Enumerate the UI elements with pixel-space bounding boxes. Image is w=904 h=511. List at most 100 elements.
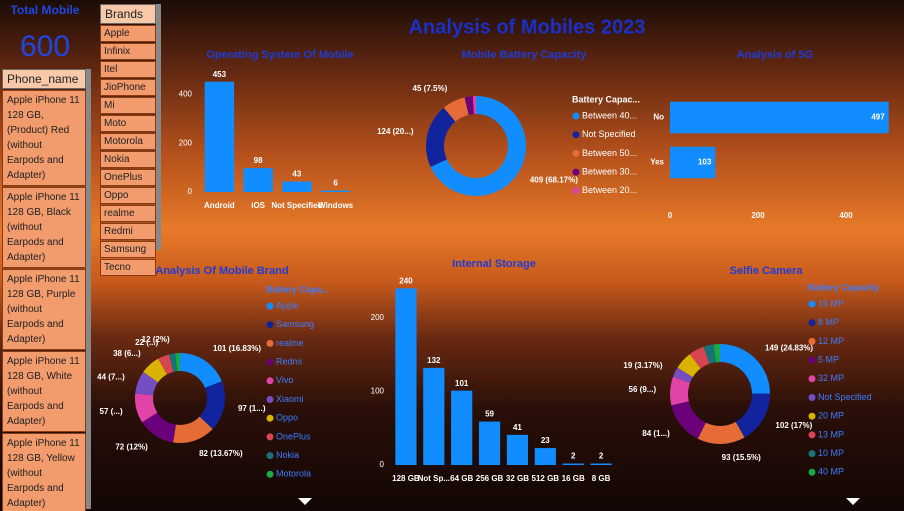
slicer-item[interactable]: Apple iPhone 11 128 GB, Purple (without …: [2, 269, 86, 350]
legend-marker: [808, 394, 816, 401]
slicer-item[interactable]: Samsung: [100, 241, 156, 258]
slicer-item[interactable]: Redmi: [100, 223, 156, 240]
value-label: 22 (...): [135, 338, 158, 347]
slice: [443, 97, 469, 122]
slicer-item[interactable]: Apple iPhone 11 128 GB, Black (without E…: [2, 187, 86, 268]
chart-title: Analysis Of Mobile Brand: [155, 265, 288, 277]
value-label: 56 (9...): [629, 385, 657, 394]
value-label: 38 (6...): [113, 349, 141, 358]
slicer-item[interactable]: Mi: [100, 97, 156, 114]
x-tick-label: 32 GB: [506, 474, 529, 483]
x-tick-label: Not Sp...: [418, 474, 450, 483]
x-tick-label: 400: [839, 211, 853, 220]
value-label: 93 (15.5%): [722, 453, 761, 462]
slice: [135, 371, 158, 396]
x-tick-label: 16 GB: [562, 474, 585, 483]
slicer-item[interactable]: Apple: [100, 25, 156, 42]
slice: [671, 401, 706, 439]
slicer-header: Brands: [100, 4, 156, 24]
card-value: 600: [19, 30, 71, 63]
chart-title: Selfie Camera: [730, 265, 804, 277]
bar: [590, 463, 612, 465]
y-tick-label: 200: [371, 313, 385, 322]
slicer-item[interactable]: JioPhone: [100, 79, 156, 96]
slicer-item[interactable]: Motorola: [100, 133, 156, 150]
bar: [451, 390, 473, 465]
legend-label: Not Specified: [818, 392, 872, 402]
slice: [669, 376, 691, 406]
legend-label: Apple: [276, 300, 299, 310]
legend-marker: [808, 356, 816, 364]
slicer-item[interactable]: Oppo: [100, 187, 156, 204]
legend-marker: [808, 450, 816, 458]
bar: [204, 81, 235, 192]
slice: [199, 381, 225, 429]
bar: [506, 434, 529, 465]
slice: [689, 346, 710, 369]
legend-label: Between 30...: [582, 166, 637, 176]
slicer-item[interactable]: Moto: [100, 115, 156, 132]
legend-label: OnePlus: [276, 431, 311, 441]
value-label: 132: [427, 356, 441, 365]
slicer-header: Phone_name: [2, 69, 86, 89]
slicer-item[interactable]: realme: [100, 205, 156, 222]
legend-marker: [266, 414, 274, 422]
value-label: 240: [399, 276, 413, 285]
legend-marker: [808, 375, 816, 383]
value-label: 82 (13.67%): [199, 449, 243, 458]
legend-label: Between 40...: [582, 110, 637, 120]
value-label: 124 (20...): [377, 127, 414, 136]
x-tick-label: iOS: [251, 201, 265, 210]
x-tick-label: 0: [668, 211, 673, 220]
legend-marker: [572, 131, 580, 139]
legend-label: 12 MP: [818, 336, 844, 346]
slice: [735, 393, 771, 438]
slice: [426, 107, 456, 167]
bar: [670, 146, 716, 179]
slice: [175, 353, 180, 372]
x-tick-label: 64 GB: [450, 474, 473, 483]
legend-marker: [808, 319, 816, 327]
y-tick-label: No: [653, 113, 664, 122]
legend-marker: [266, 452, 274, 460]
value-label: 44 (7...): [97, 372, 125, 381]
slicer-item[interactable]: Infinix: [100, 43, 156, 60]
slicer-item[interactable]: Itel: [100, 61, 156, 78]
slice: [173, 416, 213, 443]
bar: [395, 288, 417, 465]
value-label: 98: [254, 156, 263, 165]
y-tick-label: Yes: [650, 158, 664, 167]
y-tick-label: 400: [179, 90, 193, 99]
legend-marker: [808, 412, 816, 420]
chart-title: Operating System Of Mobile: [206, 49, 353, 61]
value-label: 57 (...): [100, 407, 123, 416]
page-title: Analysis of Mobiles 2023: [409, 16, 646, 38]
legend-title: Battery Capac...: [572, 94, 640, 104]
chart-title: Internal Storage: [452, 258, 536, 270]
scroll-arrow[interactable]: [298, 498, 312, 505]
slice: [135, 393, 158, 423]
x-tick-label: 128 GB: [392, 474, 420, 483]
legend-marker: [808, 337, 816, 345]
legend-marker: [572, 112, 580, 120]
slicer-item[interactable]: Apple iPhone 11 128 GB, Yellow (without …: [2, 433, 86, 511]
value-label: 23: [541, 436, 550, 445]
legend-label: Vivo: [276, 375, 293, 385]
phone-slicer: Phone_name Apple iPhone 11 128 GB, (Prod…: [2, 69, 91, 511]
value-label: 59: [485, 410, 494, 419]
value-label: 41: [513, 423, 522, 432]
legend-label: 32 MP: [818, 373, 844, 383]
legend-marker: [808, 468, 816, 476]
legend-marker: [572, 168, 580, 176]
slicer-item[interactable]: OnePlus: [100, 169, 156, 186]
slicer-item[interactable]: Nokia: [100, 151, 156, 168]
slice: [472, 96, 476, 115]
scroll-arrow[interactable]: [846, 498, 860, 505]
slicer-item[interactable]: Apple iPhone 11 128 GB, White (without E…: [2, 351, 86, 432]
legend-label: realme: [276, 338, 304, 348]
slicer-item[interactable]: Tecno: [100, 259, 156, 276]
slicer-item[interactable]: Apple iPhone 11 128 GB, (Product) Red (w…: [2, 90, 86, 186]
slice: [168, 353, 178, 372]
slice: [697, 421, 745, 444]
